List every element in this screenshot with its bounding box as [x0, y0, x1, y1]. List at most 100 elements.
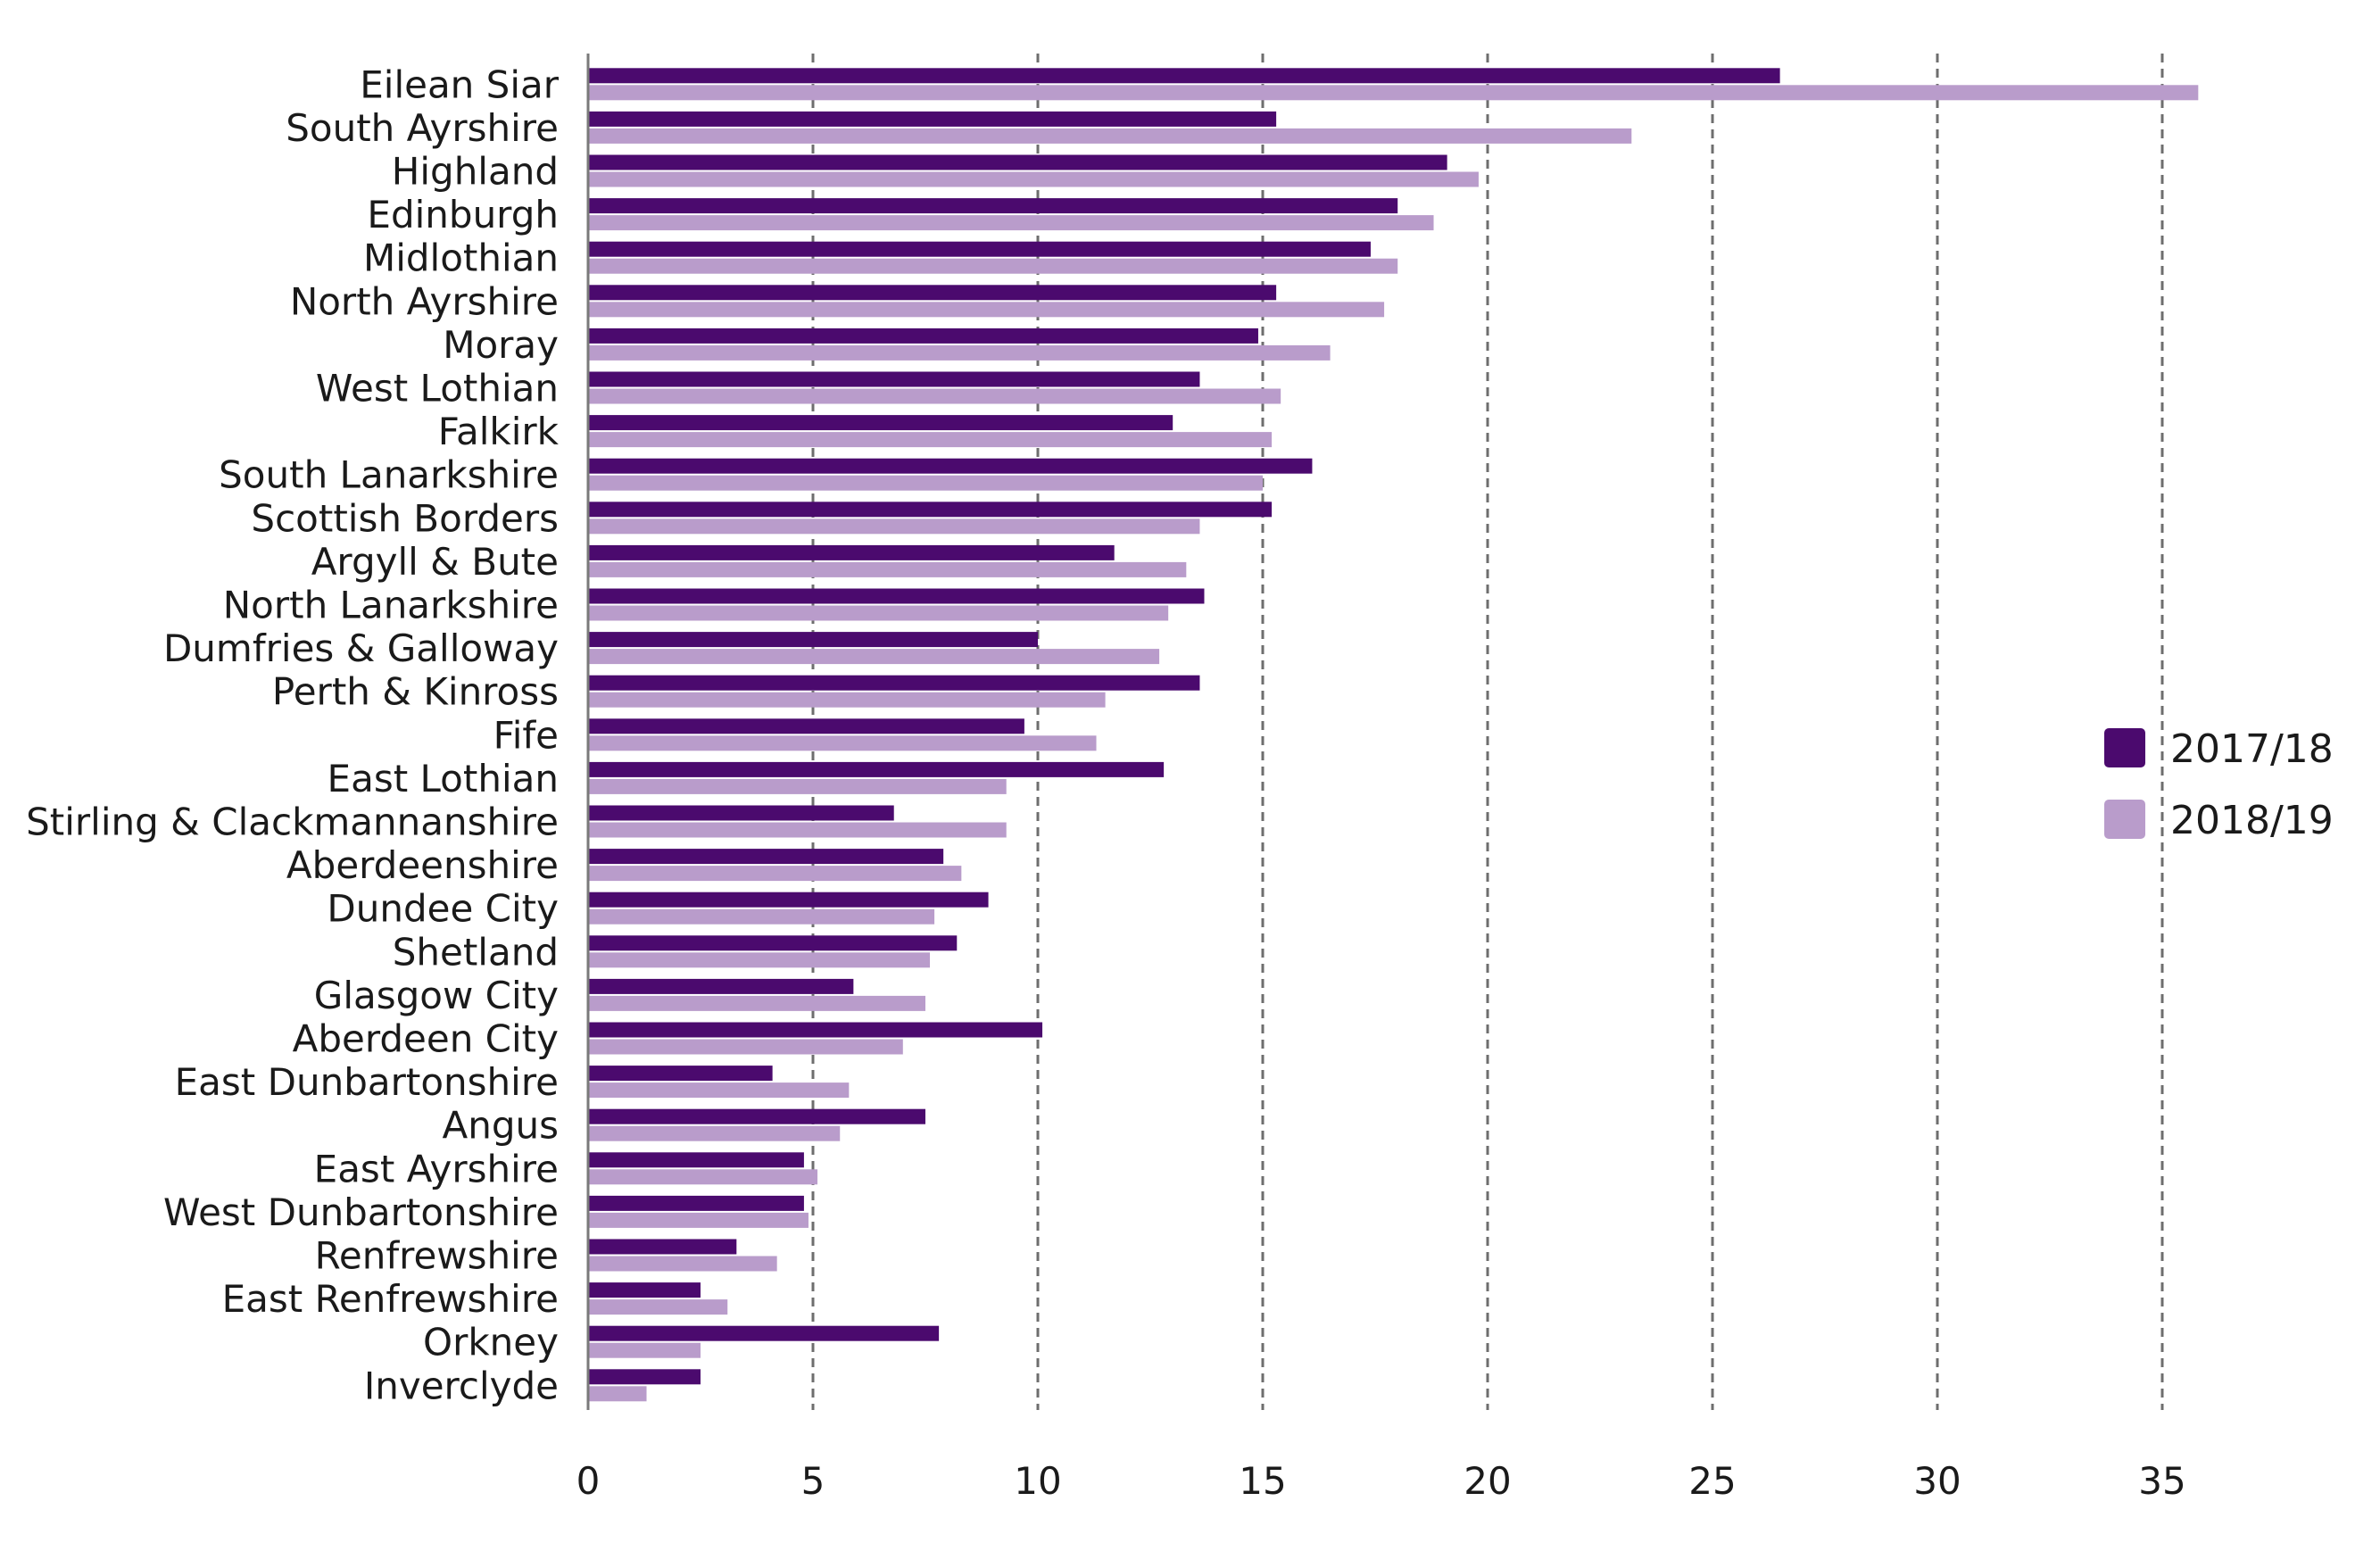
bar-2017-18-13: [588, 632, 1038, 648]
x-tick-label: 30: [1913, 1459, 1961, 1503]
category-label: Falkirk: [438, 410, 560, 453]
bar-2017-18-8: [588, 415, 1173, 431]
category-label: East Dunbartonshire: [175, 1060, 559, 1104]
category-label: Perth & Kinross: [272, 670, 559, 714]
category-label: North Ayrshire: [290, 279, 559, 323]
x-tick-label: 20: [1464, 1459, 1511, 1503]
x-tick-label: 25: [1688, 1459, 1736, 1503]
category-label: Shetland: [393, 930, 559, 974]
bar-2018-19-28: [588, 1299, 728, 1315]
bar-2018-19-5: [588, 302, 1385, 318]
x-tick-label: 10: [1014, 1459, 1061, 1503]
bar-2017-18-7: [588, 371, 1200, 387]
bar-2018-19-15: [588, 735, 1097, 751]
bar-2018-19-11: [588, 561, 1187, 577]
category-label: East Lothian: [328, 757, 559, 800]
bar-2017-18-22: [588, 1022, 1043, 1038]
x-tick-label: 35: [2138, 1459, 2185, 1503]
bar-2018-19-8: [588, 432, 1273, 448]
category-label: Orkney: [423, 1321, 559, 1364]
category-label: Aberdeen City: [293, 1017, 559, 1061]
category-label: East Ayrshire: [314, 1147, 559, 1190]
bar-2018-19-18: [588, 866, 962, 882]
category-label: Angus: [442, 1104, 559, 1148]
bar-2017-18-23: [588, 1066, 773, 1082]
bar-2018-19-24: [588, 1125, 841, 1141]
category-label: Dumfries & Galloway: [163, 626, 559, 670]
category-label: South Lanarkshire: [219, 453, 559, 497]
bar-2018-19-21: [588, 995, 925, 1011]
legend-swatch-2017-18: [2104, 728, 2145, 767]
category-label: North Lanarkshire: [223, 584, 559, 627]
legend: 2017/18 2018/19: [2104, 726, 2334, 843]
bar-2018-19-0: [588, 85, 2199, 101]
bar-2018-19-7: [588, 388, 1281, 404]
bar-2018-19-10: [588, 518, 1200, 535]
category-label: South Ayrshire: [286, 106, 559, 150]
x-tick-labels: 0 5 10 15 20 25 30 35: [576, 1459, 2186, 1503]
bar-2018-19-19: [588, 908, 935, 925]
category-label: Moray: [443, 323, 559, 367]
category-label: Highland: [392, 150, 559, 194]
category-label: West Dunbartonshire: [163, 1190, 559, 1234]
bar-2017-18-17: [588, 805, 894, 821]
bar-2017-18-28: [588, 1282, 701, 1298]
bar-2017-18-6: [588, 328, 1258, 344]
bar-2017-18-18: [588, 849, 944, 865]
bar-2018-19-14: [588, 692, 1106, 708]
bar-2018-19-2: [588, 171, 1479, 187]
bar-2017-18-30: [588, 1369, 701, 1385]
bar-2017-18-14: [588, 675, 1200, 691]
bar-2018-19-30: [588, 1386, 647, 1402]
category-label: Argyll & Bute: [311, 540, 559, 584]
x-tick-label: 0: [576, 1459, 601, 1503]
category-label: Aberdeenshire: [286, 843, 559, 887]
category-label: Inverclyde: [364, 1364, 559, 1407]
category-label: Scottish Borders: [251, 496, 559, 540]
bar-2017-18-11: [588, 544, 1115, 560]
bar-2018-19-13: [588, 649, 1160, 665]
bar-2017-18-3: [588, 198, 1398, 214]
bar-2017-18-25: [588, 1152, 804, 1168]
bar-2018-19-23: [588, 1082, 850, 1099]
bar-2018-19-4: [588, 258, 1398, 274]
category-label: East Renfrewshire: [222, 1277, 559, 1321]
bar-2017-18-15: [588, 718, 1024, 734]
bar-2018-19-29: [588, 1342, 701, 1358]
bar-2017-18-12: [588, 588, 1205, 604]
bar-2018-19-16: [588, 778, 1007, 794]
bar-2017-18-0: [588, 68, 1780, 84]
bar-2018-19-3: [588, 215, 1434, 231]
bar-2017-18-9: [588, 458, 1313, 474]
category-label: Fife: [493, 713, 559, 757]
category-label: Stirling & Clackmannanshire: [26, 800, 559, 844]
category-label: Midlothian: [363, 236, 559, 280]
legend-label: 2017/18: [2170, 726, 2334, 772]
bar-2017-18-4: [588, 241, 1371, 257]
category-label: Edinburgh: [367, 193, 559, 236]
bar-2017-18-1: [588, 111, 1277, 127]
legend-label: 2018/19: [2170, 798, 2334, 843]
category-label: Eilean Siar: [360, 62, 559, 106]
category-label: Renfrewshire: [315, 1234, 559, 1278]
bar-2018-19-1: [588, 128, 1632, 144]
bar-2018-19-6: [588, 344, 1331, 361]
bar-2017-18-24: [588, 1108, 925, 1124]
bar-2017-18-26: [588, 1195, 804, 1211]
bar-2017-18-29: [588, 1325, 940, 1341]
bar-2017-18-20: [588, 935, 958, 951]
category-label: West Lothian: [316, 367, 559, 411]
x-tick-label: 5: [801, 1459, 825, 1503]
bar-2018-19-17: [588, 822, 1007, 838]
bar-2017-18-19: [588, 892, 989, 908]
bar-2017-18-21: [588, 978, 854, 994]
bar-2018-19-20: [588, 952, 931, 968]
legend-swatch-2018-19: [2104, 800, 2145, 839]
bar-2018-19-25: [588, 1169, 818, 1185]
category-label: Glasgow City: [314, 974, 559, 1017]
bar-2017-18-2: [588, 154, 1447, 170]
bar-2017-18-27: [588, 1239, 737, 1255]
